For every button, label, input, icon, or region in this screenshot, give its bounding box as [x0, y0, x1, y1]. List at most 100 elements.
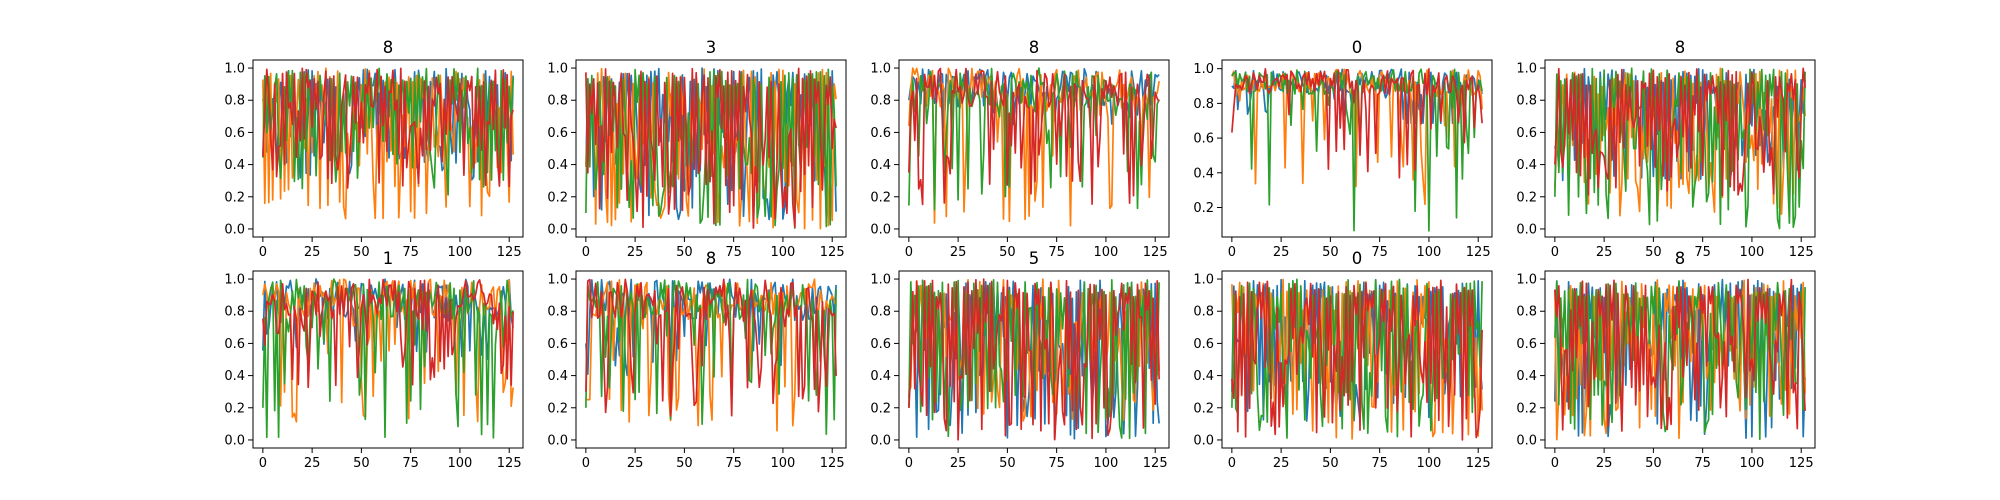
panel-4: 0 25 50 75 100 125 0.2 0.4 0.6 0.8 1.0 0 [1193, 38, 1493, 260]
panel-title: 5 [1029, 249, 1040, 268]
x-tick-label: 25 [1273, 456, 1290, 471]
x-tick-label: 50 [353, 245, 370, 260]
panel-2: 0 25 50 75 100 125 0.0 0.2 0.4 0.6 0.8 1.0 3 [547, 38, 847, 260]
y-tick-label: 0.6 [1193, 132, 1214, 147]
series-line-3 [1554, 280, 1806, 441]
y-tick-label: 1.0 [870, 62, 891, 77]
panel-6: 0 25 50 75 100 125 0.0 0.2 0.4 0.6 0.8 1.0 1 [224, 249, 524, 471]
y-tick-label: 0.4 [1516, 158, 1537, 173]
y-tick-label: 0.4 [547, 158, 568, 173]
x-tick-label: 125 [1789, 245, 1814, 260]
y-tick-label: 0.6 [224, 337, 245, 352]
panel-7: 0 25 50 75 100 125 0.0 0.2 0.4 0.6 0.8 1.0 8 [547, 249, 847, 471]
y-tick-label: 0.4 [1193, 369, 1214, 384]
y-tick-label: 0.2 [547, 401, 568, 416]
y-tick-label: 0.6 [870, 337, 891, 352]
x-tick-label: 100 [1417, 456, 1442, 471]
panel-title: 8 [1029, 38, 1040, 57]
x-tick-label: 125 [497, 245, 522, 260]
x-tick-label: 0 [1228, 456, 1236, 471]
panel-5: 0 25 50 75 100 125 0.0 0.2 0.4 0.6 0.8 1.0 8 [1516, 38, 1816, 260]
y-tick-label: 0.2 [224, 401, 245, 416]
x-tick-label: 100 [1094, 456, 1119, 471]
panel-title: 0 [1352, 38, 1363, 57]
x-tick-label: 125 [1466, 456, 1491, 471]
x-tick-label: 50 [999, 245, 1016, 260]
x-tick-label: 0 [259, 245, 267, 260]
series-line-3 [262, 67, 514, 196]
x-tick-label: 25 [627, 245, 644, 260]
y-tick-label: 0.2 [1516, 190, 1537, 205]
y-tick-label: 0.2 [870, 401, 891, 416]
y-tick-label: 0.0 [870, 222, 891, 237]
x-tick-label: 0 [905, 245, 913, 260]
y-tick-label: 1.0 [1193, 62, 1214, 77]
x-tick-label: 75 [1048, 245, 1065, 260]
y-tick-label: 0.6 [224, 126, 245, 141]
series-line-4 [262, 67, 514, 189]
y-tick-label: 0.8 [547, 305, 568, 320]
x-tick-label: 125 [820, 245, 845, 260]
x-tick-label: 75 [402, 456, 419, 471]
series-line-4 [1554, 278, 1806, 432]
y-tick-label: 0.0 [870, 433, 891, 448]
y-tick-label: 0.0 [224, 222, 245, 237]
x-tick-label: 50 [999, 456, 1016, 471]
axes-frame [898, 59, 1170, 238]
x-tick-label: 50 [1322, 245, 1339, 260]
x-tick-label: 25 [627, 456, 644, 471]
x-tick-label: 75 [1048, 456, 1065, 471]
panel-1: 0 25 50 75 100 125 0.0 0.2 0.4 0.6 0.8 1.0 8 [224, 38, 524, 260]
panel-title: 8 [383, 38, 394, 57]
y-tick-label: 0.8 [547, 94, 568, 109]
x-tick-label: 0 [259, 456, 267, 471]
x-tick-label: 75 [1694, 456, 1711, 471]
x-tick-label: 100 [771, 245, 796, 260]
y-tick-label: 0.6 [1516, 337, 1537, 352]
y-tick-label: 0.8 [224, 305, 245, 320]
panel-9: 0 25 50 75 100 125 0.0 0.2 0.4 0.6 0.8 1.0 0 [1193, 249, 1493, 471]
x-tick-label: 75 [725, 245, 742, 260]
x-tick-label: 50 [1322, 456, 1339, 471]
x-tick-label: 75 [1694, 245, 1711, 260]
y-tick-label: 0.4 [870, 158, 891, 173]
panel-title: 8 [1675, 38, 1686, 57]
x-tick-label: 25 [1273, 245, 1290, 260]
panel-title: 0 [1352, 249, 1363, 268]
y-tick-label: 0.0 [1516, 222, 1537, 237]
y-tick-label: 0.8 [870, 94, 891, 109]
x-tick-label: 125 [1143, 456, 1168, 471]
x-tick-label: 50 [1645, 456, 1662, 471]
axes-frame [1544, 270, 1816, 449]
x-tick-label: 50 [353, 456, 370, 471]
x-tick-label: 75 [1371, 245, 1388, 260]
axes-frame [898, 270, 1170, 449]
x-tick-label: 50 [676, 245, 693, 260]
series-line-4 [585, 278, 837, 417]
series-line-2 [585, 278, 837, 432]
series-line-4 [262, 278, 514, 389]
panel-title: 1 [383, 249, 394, 268]
x-tick-label: 75 [725, 456, 742, 471]
series-line-4 [1231, 279, 1483, 441]
x-tick-label: 100 [771, 456, 796, 471]
y-tick-label: 0.4 [870, 369, 891, 384]
y-tick-label: 0.6 [870, 126, 891, 141]
y-tick-label: 0.8 [1193, 97, 1214, 112]
x-tick-label: 0 [582, 456, 590, 471]
x-tick-label: 25 [1596, 245, 1613, 260]
series-line-4 [908, 278, 1160, 441]
axes-frame [252, 59, 524, 238]
y-tick-label: 0.4 [224, 158, 245, 173]
y-tick-label: 0.0 [547, 222, 568, 237]
panel-3: 0 25 50 75 100 125 0.0 0.2 0.4 0.6 0.8 1.0 8 [870, 38, 1170, 260]
x-tick-label: 25 [304, 456, 321, 471]
x-tick-label: 125 [1143, 245, 1168, 260]
x-tick-label: 100 [1094, 245, 1119, 260]
y-tick-label: 0.6 [547, 126, 568, 141]
y-tick-label: 0.4 [1516, 369, 1537, 384]
x-tick-label: 50 [1645, 245, 1662, 260]
series-line-4 [1231, 68, 1483, 179]
x-tick-label: 25 [950, 245, 967, 260]
y-tick-label: 0.8 [1193, 305, 1214, 320]
